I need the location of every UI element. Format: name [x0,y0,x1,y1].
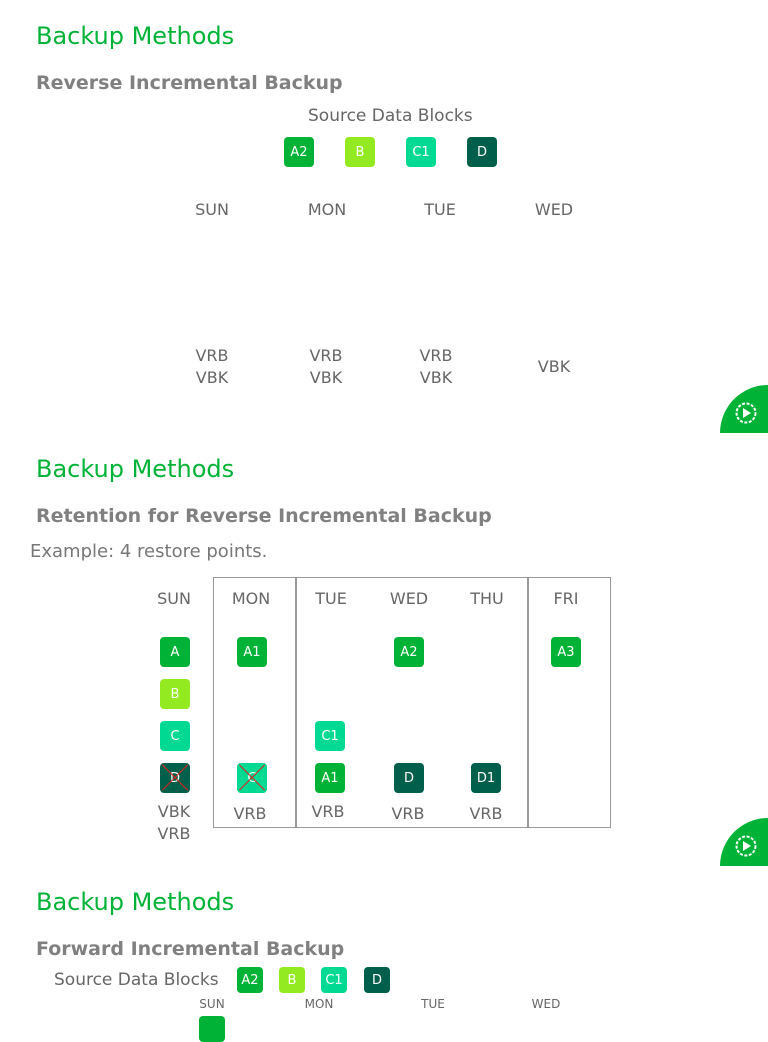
play-gear-icon [735,402,757,424]
block: A2 [284,137,314,167]
file-label: VRB [157,824,191,843]
retention-box [527,577,611,828]
day-label: SUN [195,200,229,219]
play-gear-icon [735,835,757,857]
block: D [364,967,390,993]
block: C [160,721,190,751]
file-label: VRB [469,804,503,823]
day-label: WED [534,200,574,219]
file-label: VBK [309,368,343,387]
block: A2 [394,637,424,667]
file-label: VBK [157,802,191,821]
block: C1 [321,967,347,993]
day-label: TUE [421,997,445,1011]
slide1-subtitle: Reverse Incremental Backup [36,72,343,94]
block: B [279,967,305,993]
day-label: WED [389,589,429,608]
slide3-title: Backup Methods [36,888,235,916]
example-text: Example: 4 restore points. [30,541,268,562]
day-label: WED [531,997,561,1011]
day-label: FRI [553,589,579,608]
slide1-title: Backup Methods [36,22,235,50]
block: B [160,679,190,709]
deleted-block: D [160,763,190,793]
day-label: SUN [157,589,191,608]
day-label: MON [231,589,271,608]
block: C1 [315,721,345,751]
block: C1 [406,137,436,167]
day-label: MON [304,997,334,1011]
file-label: VRB [195,346,229,365]
file-label: VRB [311,802,345,821]
play-button[interactable] [720,818,768,866]
file-label: VRB [233,804,267,823]
block: A1 [315,763,345,793]
block: D [394,763,424,793]
deleted-block: C [237,763,267,793]
slide2-subtitle: Retention for Reverse Incremental Backup [36,505,492,527]
retention-box [295,577,529,828]
retention-box [213,577,297,828]
file-label: VRB [309,346,343,365]
play-button[interactable] [720,385,768,433]
file-label: VBK [419,368,453,387]
file-label: VRB [391,804,425,823]
source-label: Source Data Blocks [308,106,473,126]
day-label: THU [470,589,504,608]
file-label: VBK [195,368,229,387]
block: D1 [471,763,501,793]
file-label: VBK [537,357,571,376]
block: D [467,137,497,167]
day-label: TUE [315,589,347,608]
day-label: SUN [199,997,225,1011]
block: A1 [237,637,267,667]
block: B [345,137,375,167]
slide2-title: Backup Methods [36,455,235,483]
block: A3 [551,637,581,667]
slide3-subtitle: Forward Incremental Backup [36,938,345,960]
day-label: MON [307,200,347,219]
block: A [160,637,190,667]
file-label: VRB [419,346,453,365]
source-label: Source Data Blocks [54,970,219,990]
day-label: TUE [424,200,456,219]
block [199,1016,225,1042]
block: A2 [237,967,263,993]
